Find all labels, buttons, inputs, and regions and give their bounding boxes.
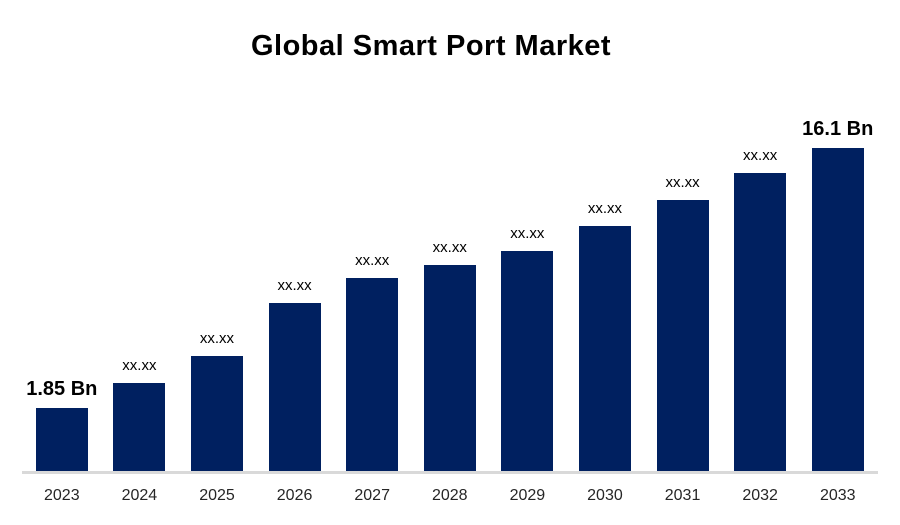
x-axis-labels: 2023 2024 2025 2026 2027 2028 2029 2030 2031 2032… [23,487,877,505]
x-axis-line [22,471,878,474]
bar-value-label-2030: xx.xx [587,200,623,217]
bar-column-2025: xx.xx [178,331,256,472]
bar-2031 [656,200,709,472]
bar-2023 [35,408,88,472]
plot-area: 1.85 Bn xx.xx xx.xx xx.xx xx.xx xx.xx xx.xx xx.… [23,119,877,472]
bar-column-2032: xx.xx [721,148,799,472]
bar-value-label-2028: xx.xx [432,239,467,256]
bar-2027 [346,278,399,472]
bar-2024 [113,383,166,472]
bar-2032 [734,173,787,472]
bar-value-label-2027: xx.xx [355,252,390,269]
bar-column-2024: xx.xx [101,358,179,472]
bar-value-label-2033: 16.1 Bn [802,118,874,140]
bar-2029 [501,251,554,472]
x-tick-2031: 2031 [664,487,701,504]
bar-column-2028: xx.xx [411,240,489,472]
bar-value-label-2032: xx.xx [743,147,778,164]
x-tick-2029: 2029 [509,487,546,504]
bar-column-2027: xx.xx [333,253,411,472]
bar-value-label-2031: xx.xx [665,174,700,191]
bar-column-2026: xx.xx [256,278,334,472]
x-tick-2028: 2028 [431,487,468,504]
bar-2026 [268,303,321,472]
bar-column-2023: 1.85 Bn [23,379,101,472]
x-tick-2026: 2026 [276,487,313,504]
bar-column-2031: xx.xx [644,175,722,472]
bar-value-label-2023: 1.85 Bn [26,378,98,400]
x-tick-2030: 2030 [587,487,623,504]
bar-value-label-2025: xx.xx [199,330,235,347]
bar-column-2030: xx.xx [566,201,644,472]
bar-value-label-2026: xx.xx [277,277,312,294]
bar-value-label-2024: xx.xx [122,357,157,374]
bar-2028 [423,265,476,472]
bar-2030 [578,226,631,472]
bar-column-2029: xx.xx [489,226,567,472]
bar-value-label-2029: xx.xx [510,225,545,242]
x-tick-2025: 2025 [199,487,235,504]
x-tick-2027: 2027 [354,487,390,504]
x-tick-2033: 2033 [819,487,856,504]
bar-column-2033: 16.1 Bn [799,119,877,472]
x-tick-2023: 2023 [44,487,80,504]
x-tick-2032: 2032 [742,487,778,504]
chart-title: Global Smart Port Market [250,30,612,62]
bar-2025 [190,356,243,472]
bar-2033 [811,148,864,472]
x-tick-2024: 2024 [121,487,158,504]
